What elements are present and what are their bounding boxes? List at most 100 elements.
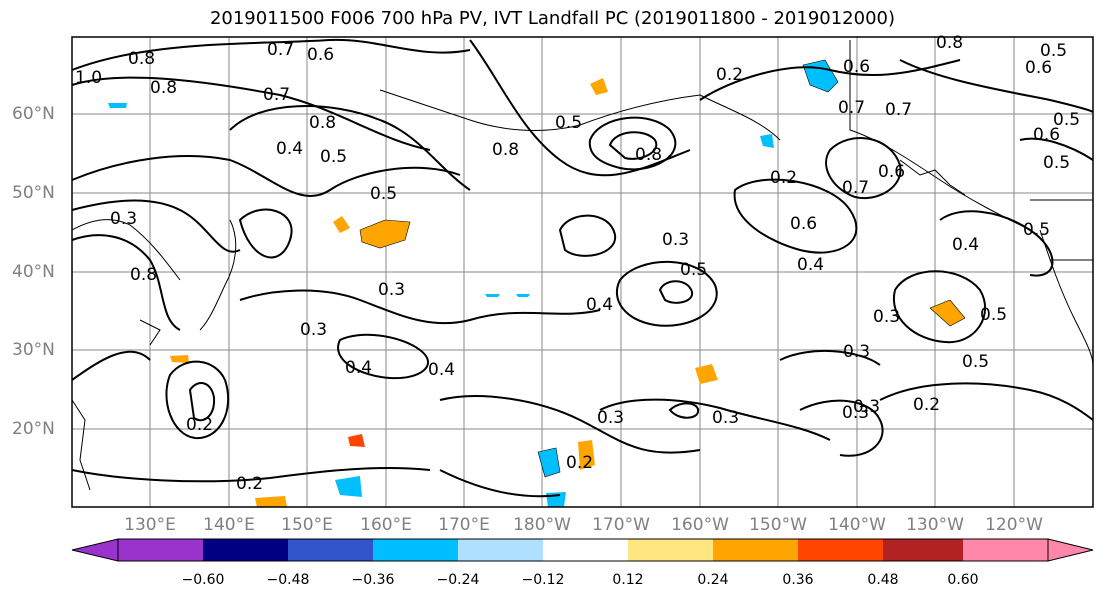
lon-label: 120°W: [985, 515, 1043, 535]
lon-label: 160°E: [360, 515, 412, 535]
colorbar-tick-label: −0.36: [351, 572, 395, 588]
contour-label: 0.6: [878, 162, 905, 182]
contour-label: 0.4: [276, 139, 303, 159]
contour-label: 0.7: [885, 100, 912, 120]
colorbar-tick-label: 0.12: [612, 572, 644, 588]
contour-label: 0.5: [680, 260, 707, 280]
contour-label: 0.5: [980, 305, 1007, 325]
contour-label: 0.7: [263, 85, 290, 105]
lon-label: 130°E: [124, 515, 176, 535]
colorbar: [71, 538, 1094, 562]
contour-label: 0.6: [843, 57, 870, 77]
colorbar-segment: [713, 539, 798, 561]
contour-label: 0.2: [913, 395, 940, 415]
colorbar-tick-label: −0.48: [266, 572, 310, 588]
contour-label: 0.6: [790, 214, 817, 234]
contour-label: 0.8: [128, 49, 155, 69]
colorbar-tick-label: −0.12: [521, 572, 565, 588]
contour-label: 0.5: [1053, 110, 1080, 130]
contour-label: 0.3: [662, 230, 689, 250]
pv-contours: [71, 38, 1094, 498]
contour-label: 0.4: [428, 360, 455, 380]
contour-label: 0.4: [797, 255, 824, 275]
colorbar-segment: [373, 539, 458, 561]
colorbar-segment: [288, 539, 373, 561]
contour-label: 0.5: [370, 184, 397, 204]
colorbar-segment: [118, 539, 203, 561]
contour-label: 0.4: [345, 358, 372, 378]
colorbar-segment: [203, 539, 288, 561]
lon-label: 180°W: [513, 515, 571, 535]
colorbar-segment: [543, 539, 628, 561]
lon-label: 150°W: [749, 515, 807, 535]
contour-label: 0.8: [936, 33, 963, 53]
lat-label-60n: 60°N: [12, 104, 55, 124]
contour-label: 0.5: [555, 113, 582, 133]
colorbar-tick-label: −0.24: [436, 572, 480, 588]
contour-label: 0.8: [309, 113, 336, 133]
contour-label: 0.6: [1033, 125, 1060, 145]
colorbar-tick-label: 0.60: [947, 572, 979, 588]
contour-label: 0.4: [586, 295, 613, 315]
ivt-shading: [108, 59, 966, 507]
colorbar-extend-left: [71, 538, 119, 562]
lon-label: 160°W: [671, 515, 729, 535]
contour-label: 0.6: [1025, 58, 1052, 78]
coastlines: [71, 40, 1094, 491]
contour-label: 0.8: [130, 265, 157, 285]
lat-label-40n: 40°N: [12, 262, 55, 282]
colorbar-extend-right: [1047, 538, 1094, 562]
map-frame: [71, 36, 1094, 508]
colorbar-segment: [883, 539, 963, 561]
colorbar-tick-label: 0.48: [867, 572, 899, 588]
contour-label: 0.3: [712, 408, 739, 428]
contour-label: 0.4: [952, 235, 979, 255]
contour-label: 0.6: [307, 45, 334, 65]
contour-label: 0.5: [1043, 153, 1070, 173]
lon-label: 170°E: [438, 515, 490, 535]
colorbar-frame: [117, 538, 1049, 562]
contour-label: 0.7: [842, 178, 869, 198]
contour-label: 0.2: [770, 168, 797, 188]
contour-label: 0.3: [597, 408, 624, 428]
contour-label: 0.3: [873, 307, 900, 327]
contour-label: 0.3: [110, 209, 137, 229]
contour-label: 0.5: [962, 352, 989, 372]
contour-label: 0.2: [716, 65, 743, 85]
contour-label: 0.3: [853, 397, 880, 417]
contour-label: 0.2: [236, 474, 263, 494]
contour-label: 0.5: [1040, 41, 1067, 61]
lat-label-20n: 20°N: [12, 419, 55, 439]
colorbar-tick-label: 0.24: [697, 572, 729, 588]
lon-label: 170°W: [592, 515, 650, 535]
contour-label: 0.7: [267, 40, 294, 60]
chart-title: 2019011500 F006 700 hPa PV, IVT Landfall…: [209, 8, 896, 29]
contour-label: 0.7: [838, 98, 865, 118]
colorbar-segment: [963, 539, 1048, 561]
contour-label: 0.2: [186, 415, 213, 435]
contour-label: 1.0: [75, 68, 102, 88]
colorbar-tick-label: 0.36: [782, 572, 814, 588]
colorbar-tick-label: −0.60: [181, 572, 225, 588]
lat-label-30n: 30°N: [12, 340, 55, 360]
contour-label: 0.2: [566, 453, 593, 473]
lon-label: 140°E: [203, 515, 255, 535]
contour-label: 0.3: [378, 280, 405, 300]
contour-label: 0.8: [635, 145, 662, 165]
lat-label-50n: 50°N: [12, 183, 55, 203]
contour-label: 0.3: [843, 342, 870, 362]
colorbar-segment: [798, 539, 883, 561]
lon-label: 150°E: [281, 515, 333, 535]
contour-label: 0.3: [300, 320, 327, 340]
lon-label: 130°W: [906, 515, 964, 535]
lon-label: 140°W: [828, 515, 886, 535]
contour-label: 0.5: [320, 147, 347, 167]
colorbar-segment: [628, 539, 713, 561]
contour-label: 0.8: [492, 140, 519, 160]
colorbar-segment: [458, 539, 543, 561]
contour-label-group: 0.8 0.7 0.6 1.0 0.8 0.7 0.8 0.4 0.5 0.5 …: [75, 33, 1080, 494]
contour-label: 0.8: [150, 78, 177, 98]
contour-label: 0.3: [842, 403, 869, 423]
contour-label: 0.5: [1023, 220, 1050, 240]
